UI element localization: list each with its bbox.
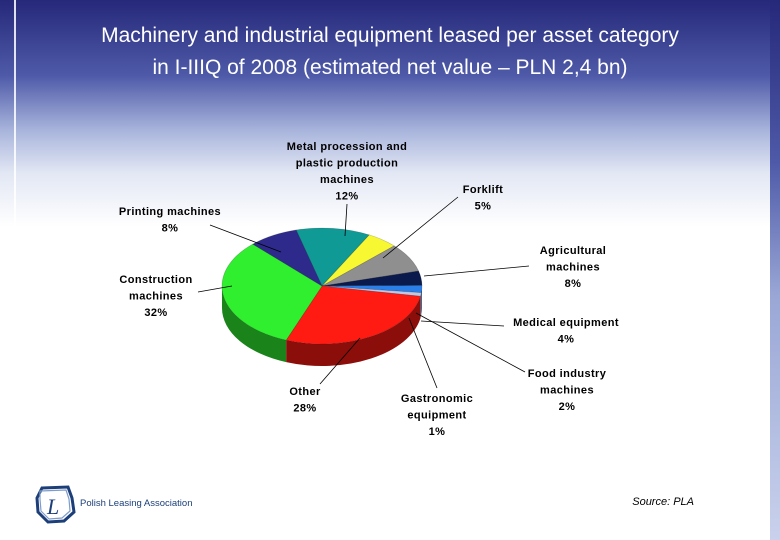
slice-category-label: machines [129,291,183,303]
slice-value-label: 32% [144,307,167,319]
pie-sides [222,286,422,366]
slice-food-industry-machines [321,285,423,293]
source-note: Source: PLA [632,496,694,508]
slice-category-label: Gastronomic [401,393,473,405]
slice-printing-machines [252,229,323,287]
slice-category-label: Metal procession and [287,141,407,153]
slice-medical-equipment [321,270,423,287]
leader-line [408,317,438,389]
slice-side-other [286,296,421,366]
pla-logo: L Polish Leasing Association [34,484,194,526]
slice-value-label: 28% [293,403,316,415]
leader-line [423,265,530,277]
slice-category-label: machines [540,385,594,397]
slice-category-label: Other [289,386,321,398]
leader-line [197,285,233,293]
slide-title: Machinery and industrial equipment lease… [40,20,740,84]
slice-other [285,285,421,345]
slice-value-label: 4% [558,334,575,346]
slice-side-construction-machines [222,286,287,363]
leader-line [319,337,361,385]
leader-line [209,224,282,253]
slice-category-label: machines [546,262,600,274]
leader-line [420,320,505,327]
slice-forklift [321,234,395,287]
slice-side-gastronomic-equipment [420,292,422,319]
slice-construction-machines [221,243,323,341]
slice-value-label: 5% [475,201,492,213]
leader-line [382,196,459,259]
slice-category-label: Medical equipment [513,317,619,329]
slice-labels: Metal procession and plastic production ma… [119,141,619,438]
left-rule [14,0,16,540]
slice-category-label: Forklift [463,184,503,196]
slice-gastronomic-equipment [321,285,422,297]
title-line-1: Machinery and industrial equipment lease… [101,24,679,47]
right-decor-strip [770,0,780,540]
logo-mark-icon: L [35,485,76,524]
slice-category-label: Construction [119,274,192,286]
slice-value-label: 8% [162,223,179,235]
pie-tops [221,227,423,345]
slice-agricultural-machines [321,245,420,287]
slice-category-label: machines [320,174,374,186]
leader-line [344,203,348,237]
slice-category-label: Printing machines [119,206,221,218]
slice-category-label: Food industry [528,368,607,380]
svg-text:L: L [46,494,59,519]
slice-category-label: Agricultural [540,245,607,257]
leader-line [415,312,526,373]
slice-value-label: 8% [565,278,582,290]
title-line-2: in I-IIIQ of 2008 (estimated net value –… [152,56,628,79]
slice-value-label: 1% [429,426,446,438]
logo-text: Polish Leasing Association [80,498,193,509]
slice-value-label: 12% [335,191,358,203]
slice-category-label: plastic production [296,158,399,170]
slice-value-label: 2% [559,401,576,413]
slice-side-food-industry-machines [421,286,422,315]
slice-category-label: equipment [407,410,466,422]
slice-metal-procession-and-plastic-production-machines [295,227,370,287]
